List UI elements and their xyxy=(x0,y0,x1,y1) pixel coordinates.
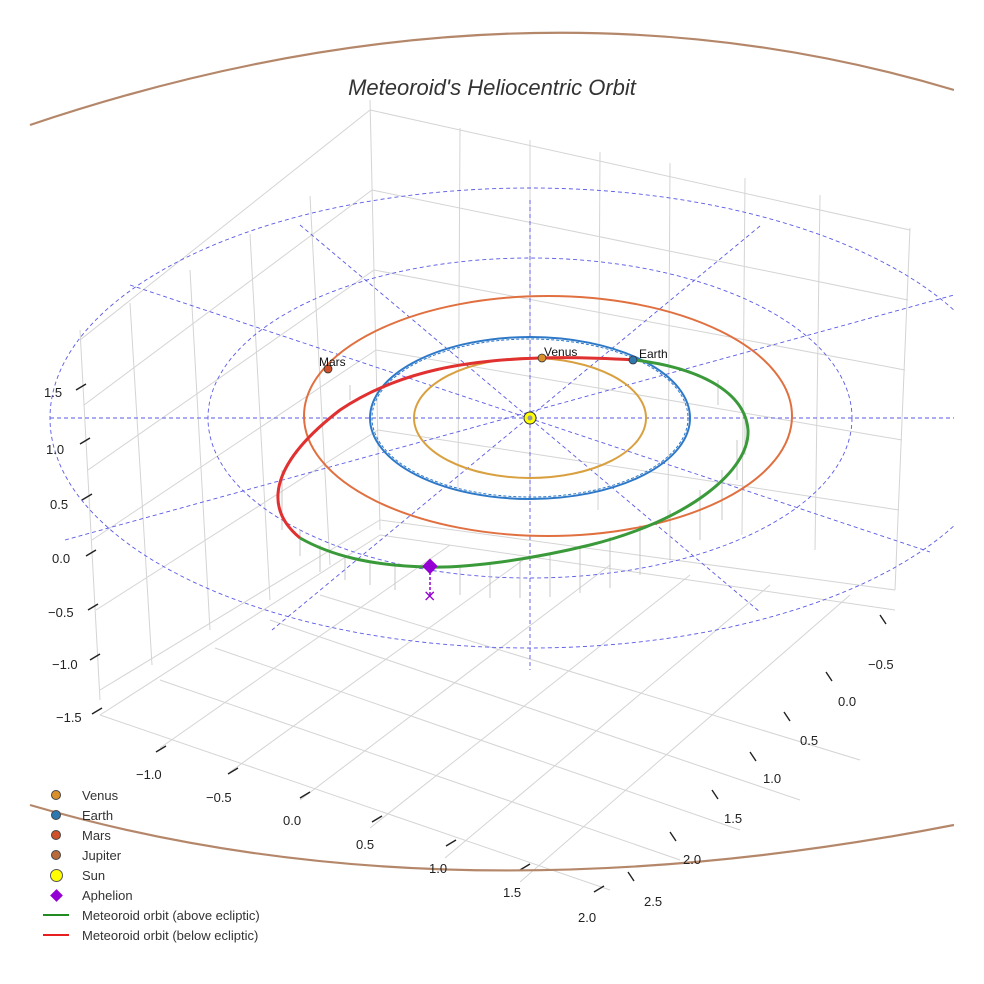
earth-orbit-trace xyxy=(371,338,689,498)
legend-label: Earth xyxy=(82,807,114,823)
z-tick-label: 1.0 xyxy=(46,442,64,457)
legend-item-mars: Mars xyxy=(36,825,260,845)
y-tick-label: −0.5 xyxy=(868,657,894,672)
aphelion-legend-marker xyxy=(49,888,63,902)
y-tick-label: 1.0 xyxy=(763,771,781,786)
sun-center xyxy=(527,415,533,421)
legend-label: Mars xyxy=(82,827,111,843)
mars-label: Mars xyxy=(319,355,346,369)
z-tick-label: −1.5 xyxy=(56,710,82,725)
earth-legend-marker xyxy=(51,810,61,820)
x-tick-label: 2.0 xyxy=(578,910,596,925)
venus-marker xyxy=(537,353,547,363)
x-tick-label: 1.5 xyxy=(503,885,521,900)
earth-orbit xyxy=(369,336,691,500)
legend-label: Venus xyxy=(82,787,119,803)
legend-label: Meteoroid orbit (above ecliptic) xyxy=(82,907,260,923)
venus-label: Venus xyxy=(544,345,577,359)
x-tick-label: 0.0 xyxy=(283,813,301,828)
orbit-above-legend-line xyxy=(43,914,69,916)
axis-ticks xyxy=(75,383,887,893)
pane-grid xyxy=(79,99,911,891)
jupiter-orbit-arcs xyxy=(29,31,954,872)
legend-item-earth: Earth xyxy=(36,805,260,825)
aphelion-marker xyxy=(422,558,438,575)
legend-item-aphelion: Aphelion xyxy=(36,885,260,905)
orbit-below-legend-line xyxy=(43,934,69,936)
x-tick-label: −0.5 xyxy=(206,790,232,805)
x-tick-label: −1.0 xyxy=(136,767,162,782)
z-tick-label: −1.0 xyxy=(52,657,78,672)
y-tick-label: 2.0 xyxy=(683,852,701,867)
mars-orbit xyxy=(303,295,793,537)
legend-label: Sun xyxy=(82,867,106,883)
z-tick-label: 1.5 xyxy=(44,385,62,400)
drop-lines xyxy=(281,380,746,598)
legend: Venus Earth Mars Jupiter Sun Aphelion Me… xyxy=(36,785,260,945)
legend-item-jupiter: Jupiter xyxy=(36,845,260,865)
sun-legend-marker xyxy=(49,868,63,882)
legend-item-venus: Venus xyxy=(36,785,260,805)
y-tick-label: 2.5 xyxy=(644,894,662,909)
reference-grid xyxy=(49,187,954,670)
meteoroid-orbit-below xyxy=(276,356,636,540)
x-tick-label: 1.0 xyxy=(429,861,447,876)
jupiter-legend-marker xyxy=(51,850,61,860)
legend-item-orbit-below: Meteoroid orbit (below ecliptic) xyxy=(36,925,260,945)
z-tick-label: 0.5 xyxy=(50,497,68,512)
aphelion-projection-marker: × xyxy=(423,586,436,605)
legend-label: Aphelion xyxy=(82,887,133,903)
legend-label: Jupiter xyxy=(82,847,122,863)
chart-title: Meteoroid's Heliocentric Orbit xyxy=(348,75,637,100)
y-tick-label: 1.5 xyxy=(724,811,742,826)
earth-marker xyxy=(628,355,638,365)
z-tick-label: −0.5 xyxy=(48,605,74,620)
legend-item-orbit-above: Meteoroid orbit (above ecliptic) xyxy=(36,905,260,925)
mars-legend-marker xyxy=(51,830,61,840)
mars-marker xyxy=(323,364,333,374)
legend-label: Meteoroid orbit (below ecliptic) xyxy=(82,927,259,943)
venus-legend-marker xyxy=(51,790,61,800)
x-tick-label: 0.5 xyxy=(356,837,374,852)
y-tick-label: 0.5 xyxy=(800,733,818,748)
legend-item-sun: Sun xyxy=(36,865,260,885)
earth-label: Earth xyxy=(639,347,668,361)
meteoroid-orbit-above xyxy=(299,358,750,569)
z-tick-label: 0.0 xyxy=(52,551,70,566)
y-tick-label: 0.0 xyxy=(838,694,856,709)
